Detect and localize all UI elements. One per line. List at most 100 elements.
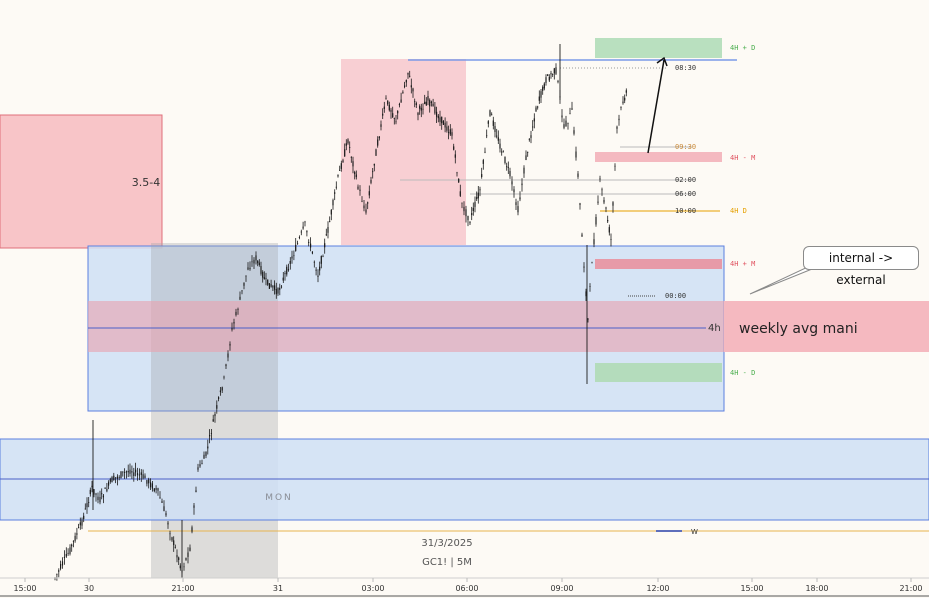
candle-body [393,118,395,119]
candle-body [267,279,269,285]
candle-body [453,146,455,150]
candle-body [306,230,308,233]
red-zone-0930 [595,152,722,162]
label-time-0000: 00:00 [665,292,686,300]
candle-body [111,477,113,483]
candle-body [484,151,486,153]
candle-body [375,149,377,156]
candle-body [171,537,173,541]
candle-body [575,151,577,158]
label-tag-4h-minus-d: 4H - D [730,369,755,377]
candle-body [122,471,124,473]
monday-session-box [151,243,278,578]
label-time-0600: 06:00 [675,190,696,198]
candle-body [101,493,103,495]
x-tick-label: 06:00 [455,584,478,593]
candle-body [142,474,144,479]
candle-body [191,527,193,532]
candle-body [67,552,69,554]
candle-body [557,81,559,83]
candle-body [227,353,229,358]
candle-body [219,390,221,393]
candle-body [237,309,239,310]
candle-body [506,166,508,168]
candle-body [357,186,359,189]
x-tick-label: 15:00 [13,584,36,593]
candle-body [625,90,627,93]
candle-body [579,203,581,205]
candle-body [78,527,80,528]
candle-body [193,505,195,508]
candle-body [146,480,148,484]
candle-body [270,284,272,287]
candle-body [607,220,609,222]
candle-body [446,126,448,131]
candle-body [378,136,380,139]
candle-body [257,260,259,264]
candle-body [417,112,419,116]
candle-body [377,139,379,146]
green-zone-bottom [595,363,722,382]
candle-body [402,91,404,93]
x-tick-label: 15:00 [740,584,763,593]
candle-body [415,103,417,105]
candle-body [163,506,165,512]
candle-body [390,109,392,112]
candle-body [425,101,427,106]
candle-body [599,178,601,180]
candle-body [99,497,101,503]
candle-body [138,474,140,476]
candle-body [342,160,344,162]
candle-body [481,174,483,177]
candle-body [383,106,385,109]
candle-body [245,275,247,277]
candle-body [148,479,150,484]
candle-body [465,209,467,217]
candle-body [482,160,484,164]
candle-body [262,271,264,278]
candle-body [392,113,394,118]
left-zone-label: 3.5-4 [132,176,160,189]
x-tick-label: 31 [273,584,283,593]
label-time-0200: 02:00 [675,176,696,184]
candle-body [297,243,299,245]
label-tag-4h-d: 4H D [730,207,747,215]
candle-body [102,495,104,498]
session-watermark: MON [265,493,293,503]
candle-body [231,328,233,330]
candle-body [595,217,597,225]
candle-body [207,446,209,449]
candle-body [76,533,78,535]
candle-body [404,85,406,87]
candle-body [315,269,317,271]
candle-body [501,151,503,153]
candle-body [225,364,227,367]
candle-body [150,482,152,488]
candle-body [577,173,579,177]
candle-body [106,488,108,492]
upper-supply-zone [341,59,466,245]
candle-body [320,256,322,264]
weekly-band-label: weekly avg mani [739,321,858,337]
candle-body [304,221,306,223]
candle-body [140,472,142,475]
weekly-line-tag: 4h [708,323,721,334]
candle-body [345,143,347,146]
candle-body [340,163,342,169]
candle-body [614,165,616,167]
candle-body [569,113,571,115]
instrument-label: GC1! | 5M [422,557,472,568]
candle-body [471,213,473,216]
candle-body [477,192,479,199]
candle-body [298,237,300,238]
candle-body [319,266,321,271]
candle-body [437,115,439,119]
candle-body [533,118,535,122]
candle-body [125,471,127,473]
candle-body [474,201,476,207]
candle-body [461,202,463,204]
candle-body [159,497,161,499]
weekly-avg-band-ext [724,301,929,352]
candle-body [605,207,607,209]
